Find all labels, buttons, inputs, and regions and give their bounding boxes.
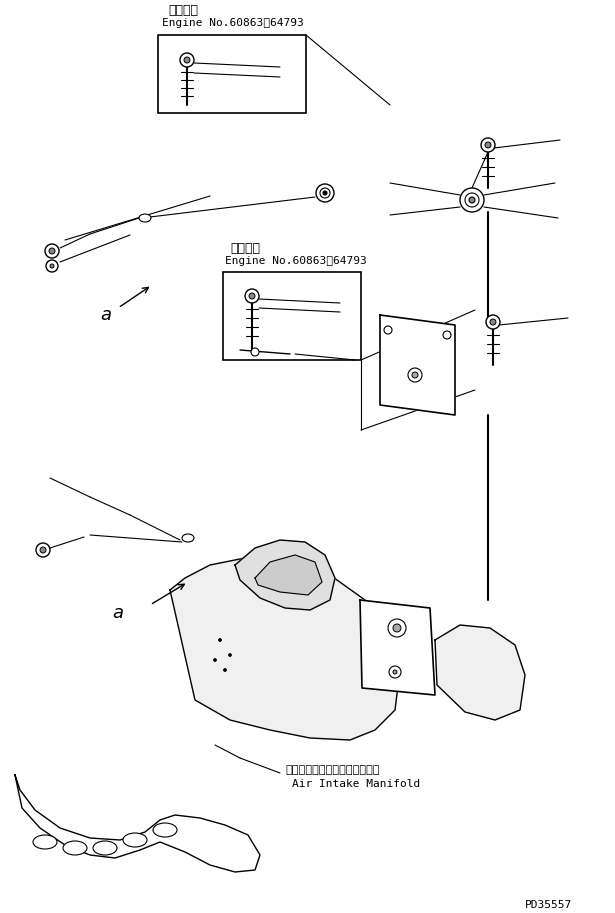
Circle shape [393,624,401,632]
Polygon shape [255,555,322,595]
Text: Air Intake Manifold: Air Intake Manifold [292,779,420,789]
Circle shape [490,319,496,325]
Circle shape [36,543,50,557]
Polygon shape [435,625,525,720]
Polygon shape [170,558,400,740]
Ellipse shape [93,841,117,855]
Circle shape [218,638,221,642]
Circle shape [40,547,46,553]
Polygon shape [360,600,435,695]
Bar [223,272,361,360]
Circle shape [50,264,54,268]
Circle shape [486,315,500,329]
Circle shape [408,368,422,382]
Ellipse shape [153,823,177,837]
Text: Engine No.60863～64793: Engine No.60863～64793 [225,256,367,266]
Circle shape [49,248,55,254]
Circle shape [443,331,451,339]
Text: 適用号機: 適用号機 [230,242,260,255]
Circle shape [481,138,495,152]
Circle shape [389,666,401,678]
Circle shape [465,193,479,207]
Circle shape [46,260,58,272]
Text: エアーインテークマニホールド: エアーインテークマニホールド [285,765,379,775]
Ellipse shape [123,833,147,847]
Circle shape [469,197,475,203]
Bar [158,35,306,113]
Circle shape [393,670,397,674]
Text: a: a [100,306,111,324]
Circle shape [249,293,255,299]
Ellipse shape [139,214,151,222]
Text: Engine No.60863～64793: Engine No.60863～64793 [162,18,304,28]
Text: PD35557: PD35557 [525,900,572,910]
Circle shape [388,619,406,637]
Text: a: a [112,604,123,622]
Circle shape [384,326,392,334]
Circle shape [316,184,334,202]
Circle shape [320,188,330,198]
Circle shape [460,188,484,212]
Circle shape [180,53,194,67]
Circle shape [251,348,259,356]
Ellipse shape [33,835,57,849]
Text: 適用号機: 適用号機 [168,4,198,17]
Polygon shape [235,540,335,610]
Polygon shape [380,315,455,415]
Circle shape [485,142,491,148]
Ellipse shape [63,841,87,855]
Circle shape [45,244,59,258]
Circle shape [184,57,190,63]
Circle shape [245,289,259,303]
Circle shape [229,654,231,656]
Ellipse shape [182,534,194,542]
Circle shape [323,191,327,195]
Circle shape [223,668,226,671]
Circle shape [213,658,216,662]
Circle shape [412,372,418,378]
Polygon shape [15,775,260,872]
